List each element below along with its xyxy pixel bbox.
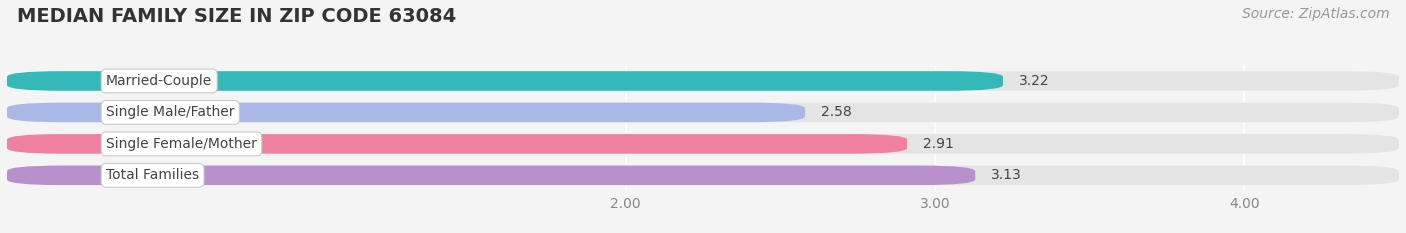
Text: MEDIAN FAMILY SIZE IN ZIP CODE 63084: MEDIAN FAMILY SIZE IN ZIP CODE 63084: [17, 7, 456, 26]
Text: 2.91: 2.91: [922, 137, 953, 151]
Text: 2.58: 2.58: [821, 105, 851, 120]
FancyBboxPatch shape: [7, 166, 1399, 185]
FancyBboxPatch shape: [7, 71, 1399, 91]
Text: 3.13: 3.13: [991, 168, 1021, 182]
FancyBboxPatch shape: [7, 166, 976, 185]
Text: Single Female/Mother: Single Female/Mother: [105, 137, 257, 151]
Text: Married-Couple: Married-Couple: [105, 74, 212, 88]
Text: Total Families: Total Families: [105, 168, 200, 182]
FancyBboxPatch shape: [7, 134, 907, 154]
Text: Source: ZipAtlas.com: Source: ZipAtlas.com: [1241, 7, 1389, 21]
FancyBboxPatch shape: [7, 134, 1399, 154]
FancyBboxPatch shape: [7, 103, 1399, 122]
FancyBboxPatch shape: [7, 103, 806, 122]
Text: Single Male/Father: Single Male/Father: [105, 105, 235, 120]
FancyBboxPatch shape: [7, 71, 1002, 91]
Text: 3.22: 3.22: [1018, 74, 1049, 88]
